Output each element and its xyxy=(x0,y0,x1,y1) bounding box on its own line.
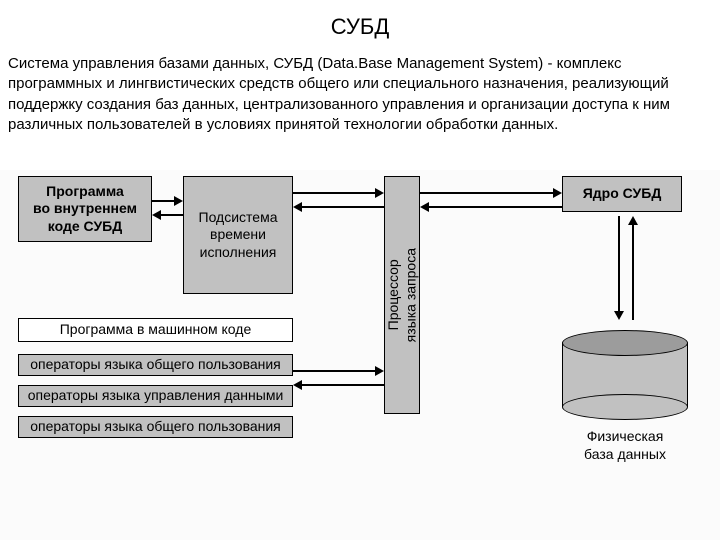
arrow-head-icon xyxy=(375,366,384,376)
arrow-head-icon xyxy=(614,311,624,320)
node-qlang: Процессор языка запроса xyxy=(384,176,420,414)
arrow-shaft xyxy=(618,216,620,312)
node-prog_internal: Программа во внутреннем коде СУБД xyxy=(18,176,152,242)
arrow-head-icon xyxy=(553,188,562,198)
arrow-shaft xyxy=(160,214,183,216)
arrow-shaft xyxy=(301,206,384,208)
arrow-shaft xyxy=(152,200,175,202)
description-paragraph: Система управления базами данных, СУБД (… xyxy=(0,46,720,135)
arrow-head-icon xyxy=(293,380,302,390)
node-prog_machine: Программа в машинном коде xyxy=(18,318,293,342)
arrow-shaft xyxy=(632,224,634,320)
arrow-shaft xyxy=(293,370,376,372)
arrow-shaft xyxy=(428,206,562,208)
node-op3: операторы языка общего пользования xyxy=(18,416,293,438)
cylinder-label: Физическая база данных xyxy=(562,428,688,463)
arrow-head-icon xyxy=(420,202,429,212)
page-title: СУБД xyxy=(0,0,720,46)
arrow-head-icon xyxy=(293,202,302,212)
node-op1: операторы языка общего пользования xyxy=(18,354,293,376)
node-core: Ядро СУБД xyxy=(562,176,682,212)
arrow-head-icon xyxy=(152,210,161,220)
node-runtime: Подсистема времени исполнения xyxy=(183,176,293,294)
node-op2: операторы языка управления данными xyxy=(18,385,293,407)
arrow-head-icon xyxy=(174,196,183,206)
arrow-shaft xyxy=(301,384,384,386)
arrow-shaft xyxy=(293,192,376,194)
dbms-diagram: Программа во внутреннем коде СУБД Подсист… xyxy=(0,170,720,540)
database-cylinder-icon xyxy=(562,330,688,420)
arrow-shaft xyxy=(420,192,554,194)
arrow-head-icon xyxy=(628,216,638,225)
arrow-head-icon xyxy=(375,188,384,198)
